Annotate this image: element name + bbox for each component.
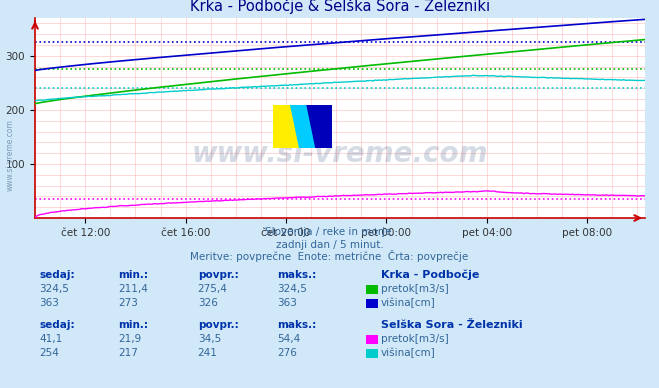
Polygon shape: [273, 104, 302, 148]
Text: povpr.:: povpr.:: [198, 270, 239, 280]
Text: Meritve: povprečne  Enote: metrične  Črta: povprečje: Meritve: povprečne Enote: metrične Črta:…: [190, 250, 469, 262]
Text: povpr.:: povpr.:: [198, 320, 239, 330]
Text: min.:: min.:: [119, 320, 149, 330]
Text: 326: 326: [198, 298, 217, 308]
Text: višina[cm]: višina[cm]: [381, 298, 436, 308]
Text: sedaj:: sedaj:: [40, 270, 75, 280]
Text: sedaj:: sedaj:: [40, 320, 75, 330]
Text: 254: 254: [40, 348, 59, 358]
Title: Krka - Podbočje & Selška Sora - Železniki: Krka - Podbočje & Selška Sora - Železnik…: [190, 0, 490, 14]
Polygon shape: [302, 104, 332, 148]
Text: 324,5: 324,5: [40, 284, 69, 294]
Text: pretok[m3/s]: pretok[m3/s]: [381, 284, 449, 294]
Text: pretok[m3/s]: pretok[m3/s]: [381, 334, 449, 344]
Text: Slovenija / reke in morje.: Slovenija / reke in morje.: [264, 227, 395, 237]
Text: višina[cm]: višina[cm]: [381, 348, 436, 358]
Text: Selška Sora - Železniki: Selška Sora - Železniki: [381, 320, 523, 330]
Text: 324,5: 324,5: [277, 284, 306, 294]
Text: www.si-vreme.com: www.si-vreme.com: [5, 119, 14, 191]
Text: 276: 276: [277, 348, 297, 358]
Text: 241: 241: [198, 348, 217, 358]
Text: 363: 363: [277, 298, 297, 308]
Text: zadnji dan / 5 minut.: zadnji dan / 5 minut.: [275, 240, 384, 250]
Text: 41,1: 41,1: [40, 334, 63, 344]
Text: 54,4: 54,4: [277, 334, 300, 344]
Text: 217: 217: [119, 348, 138, 358]
Text: 34,5: 34,5: [198, 334, 221, 344]
Text: maks.:: maks.:: [277, 320, 316, 330]
Text: 211,4: 211,4: [119, 284, 148, 294]
Text: 363: 363: [40, 298, 59, 308]
Text: min.:: min.:: [119, 270, 149, 280]
Text: 21,9: 21,9: [119, 334, 142, 344]
Text: Krka - Podbočje: Krka - Podbočje: [381, 270, 479, 280]
Polygon shape: [291, 104, 314, 148]
Text: 273: 273: [119, 298, 138, 308]
Text: maks.:: maks.:: [277, 270, 316, 280]
Text: 275,4: 275,4: [198, 284, 227, 294]
Text: www.si-vreme.com: www.si-vreme.com: [192, 140, 488, 168]
